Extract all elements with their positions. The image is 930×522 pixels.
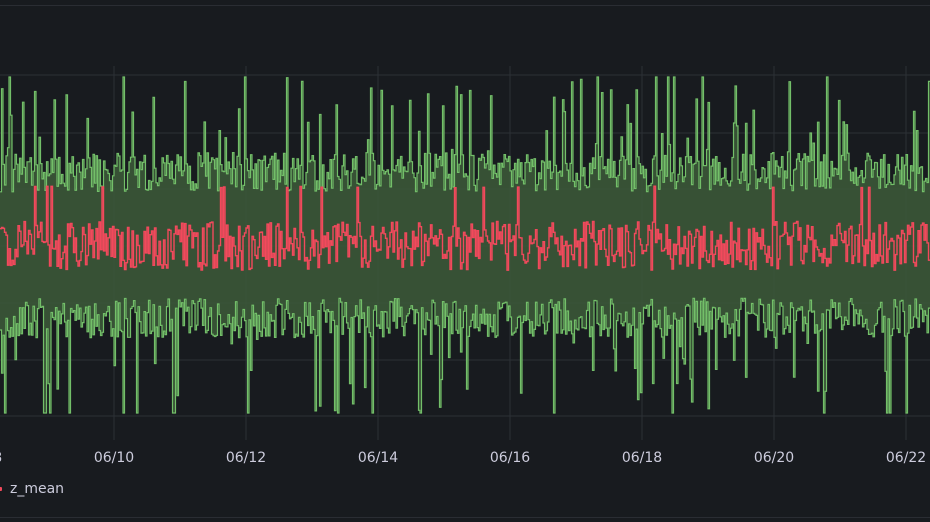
legend[interactable]: z_mean [0, 479, 64, 499]
x-tick-label-7: 06/22 [886, 450, 926, 466]
legend-label-z-mean[interactable]: z_mean [10, 481, 65, 497]
x-tick-label-3: 06/14 [358, 450, 398, 466]
x-tick-label-1: 06/10 [94, 450, 134, 466]
series-line-z-mean [0, 185, 930, 271]
panel-bottom-border [0, 517, 930, 518]
series-line-lower-bound [0, 297, 930, 414]
legend-swatch-z-mean [0, 487, 2, 491]
band-area [0, 76, 930, 414]
panel-top-border [0, 5, 930, 6]
x-axis-ticks: 06/08 06/10 06/12 06/14 06/16 06/18 06/20 06/22 [0, 450, 926, 466]
x-tick-label-4: 06/16 [490, 450, 530, 466]
x-tick-label-2: 06/12 [226, 450, 266, 466]
x-tick-label-0: 06/08 [0, 450, 2, 466]
x-tick-label-6: 06/20 [754, 450, 794, 466]
mean-series [0, 185, 930, 271]
series-line-upper-bound [0, 76, 930, 193]
x-tick-label-5: 06/18 [622, 450, 662, 466]
